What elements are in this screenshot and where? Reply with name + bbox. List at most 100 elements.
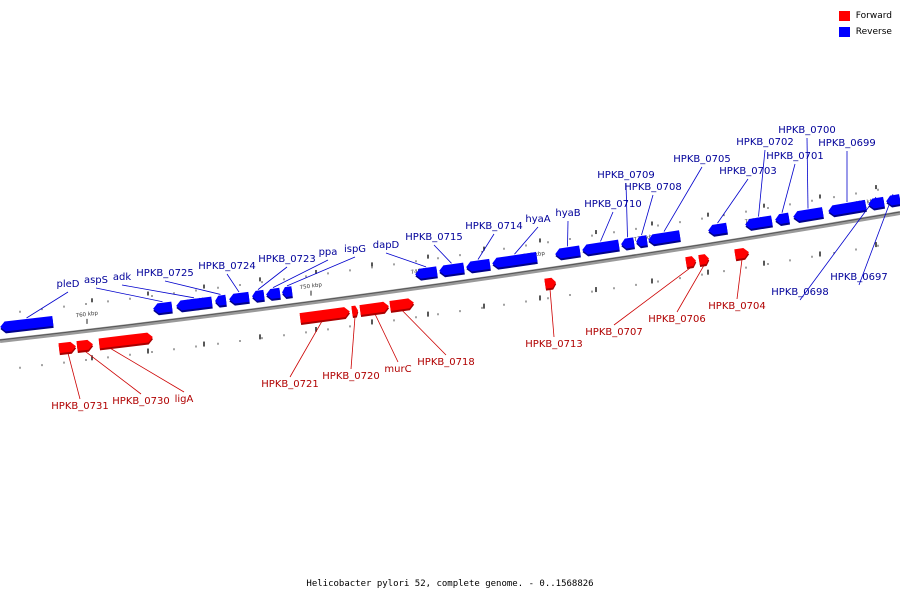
leader-hpkb-0707 [613,267,692,326]
gene-hpkb-0706[interactable] [698,254,710,268]
leader-hpkb-0715 [433,244,452,264]
gene-hyab[interactable] [554,245,581,262]
gene-label-adk: adk [113,272,131,283]
gene-hpkb-0715[interactable] [438,262,465,278]
gene-hpkb-0731[interactable] [58,341,77,356]
gene-adk[interactable] [176,296,213,313]
gene-hpkb-0730[interactable] [76,339,94,354]
gene-label-hpkb-0707: HPKB_0707 [585,327,642,338]
gene-label-ppa: ppa [319,247,338,258]
leader-hpkb-0725 [164,280,221,295]
gene-hpkb-0721[interactable] [299,306,351,326]
leader-hpkb-0700 [806,137,809,209]
gene-label-hpkb-0714: HPKB_0714 [465,221,522,232]
gene-hpkb-0697[interactable] [885,194,900,208]
gene-ppa[interactable] [265,287,281,302]
leader-murc [374,313,399,363]
leader-hpkb-0721 [289,320,323,378]
gene-label-hpkb-0700: HPKB_0700 [778,125,835,136]
legend-reverse-swatch [838,27,850,37]
gene-label-hpkb-0708: HPKB_0708 [624,182,681,193]
legend-reverse-label: Reverse [855,27,892,37]
leader-hpkb-0723 [257,266,288,290]
gene-label-hpkb-0709: HPKB_0709 [597,170,654,181]
gene-label-hpkb-0723: HPKB_0723 [258,254,315,265]
gene-label-hpkb-0724: HPKB_0724 [198,261,255,272]
gene-label-hpkb-0701: HPKB_0701 [766,151,823,162]
leader-hpkb-0708 [641,194,654,236]
gene-hpkb-0699[interactable] [827,199,867,218]
gene-hpkb-0705[interactable] [647,230,681,247]
gene-hpkb-0718[interactable] [389,298,415,313]
gene-label-hpkb-0710: HPKB_0710 [584,199,641,210]
leader-hpkb-0698 [799,196,877,301]
gene-hpkb-0703[interactable] [707,222,728,238]
gene-label-liga: ligA [175,394,194,405]
gene-label-hpkb-0698: HPKB_0698 [771,287,828,298]
gene-label-hpkb-0730: HPKB_0730 [112,396,169,407]
leader-hpkb-0731 [67,353,81,400]
gene-pled[interactable] [0,315,54,334]
gene-label-pled: pleD [57,279,80,290]
gene-label-ispg: ispG [344,244,366,255]
legend-reverse: Reverse [838,25,892,39]
gene-dapd[interactable] [414,266,438,281]
gene-hpkb-0710[interactable] [581,239,620,257]
genes [0,194,900,356]
leader-pled [26,291,69,319]
legend-forward: Forward [838,9,892,23]
gene-hpkb-0708[interactable] [635,235,649,249]
leader-asps [95,287,163,303]
gene-hpkb-0720[interactable] [351,305,359,319]
gene-hpkb-0725[interactable] [214,294,227,308]
legend: Forward Reverse [838,9,892,41]
gene-label-hpkb-0705: HPKB_0705 [673,154,730,165]
gene-hyaa[interactable] [492,251,538,270]
scale-tick-760-kbp: 760 kbp [75,311,99,324]
gene-label-hpkb-0702: HPKB_0702 [736,137,793,148]
leader-dapd [385,252,427,268]
gene-hpkb-0714[interactable] [465,258,491,274]
gene-label-hpkb-0713: HPKB_0713 [525,339,582,350]
leader-hpkb-0724 [226,273,240,293]
gene-hpkb-0700[interactable] [792,207,824,224]
gene-label-hpkb-0725: HPKB_0725 [136,268,193,279]
leader-hpkb-0730 [84,350,142,395]
leader-hyaa [514,226,539,255]
leader-hpkb-0718 [401,309,447,356]
gene-label-hpkb-0699: HPKB_0699 [818,138,875,149]
gene-hpkb-0702[interactable] [744,215,773,231]
gene-label-hpkb-0715: HPKB_0715 [405,232,462,243]
gene-hpkb-0724[interactable] [228,291,250,306]
leader-liga [109,347,185,393]
gene-asps[interactable] [152,301,173,316]
leader-hpkb-0710 [600,211,614,242]
gene-label-hpkb-0706: HPKB_0706 [648,314,705,325]
svg-text:725 kbp: 725 kbp [854,198,878,208]
gene-hpkb-0713[interactable] [544,277,557,291]
leader-adk [121,284,195,299]
leader-hpkb-0706 [676,265,705,313]
gene-hpkb-0707[interactable] [685,256,697,270]
leader-hyab [567,220,569,247]
gene-hpkb-0709[interactable] [620,237,635,251]
leader-hpkb-0697 [858,194,894,286]
gene-label-hyab: hyaB [555,208,580,219]
gene-label-hpkb-0720: HPKB_0720 [322,371,379,382]
gene-hpkb-0701[interactable] [774,212,791,227]
genome-backbone [0,211,900,343]
leader-ppa [272,259,329,289]
gene-hpkb-0723[interactable] [251,289,265,303]
gene-hpkb-0698[interactable] [867,196,886,212]
gene-label-hpkb-0703: HPKB_0703 [719,166,776,177]
gene-label-dapd: dapD [373,240,400,251]
scale-tick-750-kbp: 750 kbp [299,282,323,296]
gene-ispg[interactable] [281,286,293,299]
gene-liga[interactable] [98,332,154,351]
gene-hpkb-0704[interactable] [734,247,750,262]
svg-text:750 kbp: 750 kbp [299,282,323,291]
genome-backbone-line [0,211,900,341]
gene-murc[interactable] [359,301,390,317]
gene-label-asps: aspS [84,275,108,286]
gene-label-hpkb-0718: HPKB_0718 [417,357,474,368]
